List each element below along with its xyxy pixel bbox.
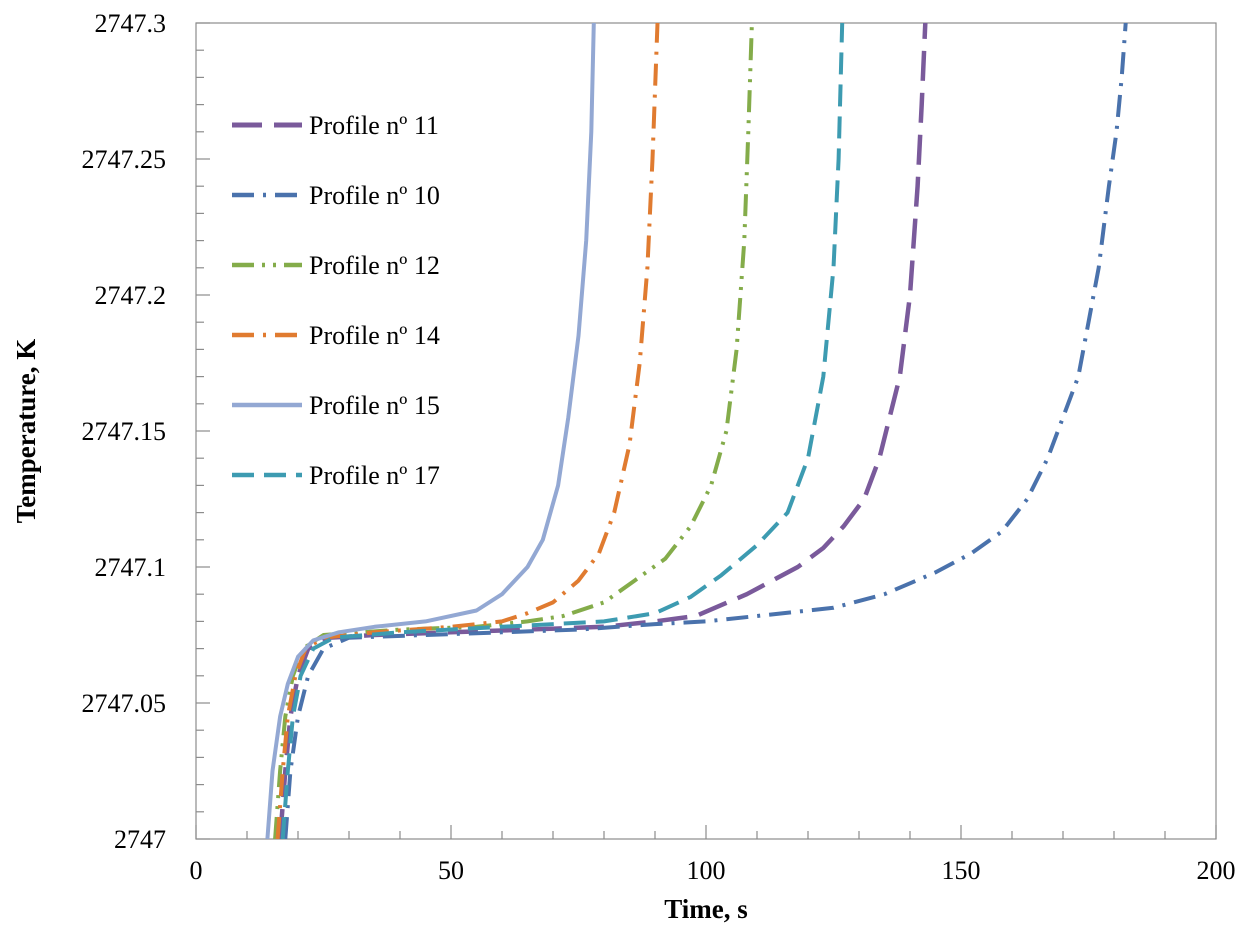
- y-tick-label: 2747: [114, 825, 166, 854]
- series-line-4: [275, 23, 660, 839]
- y-tick-label: 2747.3: [95, 9, 167, 38]
- legend-label: Profile nº 14: [309, 321, 440, 350]
- tick-labels: 0 50 100 150 200 2747 2747.05 2747.1 2747.15 2747…: [82, 9, 1236, 885]
- x-tick-label: 0: [190, 856, 203, 885]
- legend-label: Profile nº 15: [309, 391, 440, 420]
- legend-label: Profile nº 10: [309, 181, 440, 210]
- y-tick-label: 2747.05: [82, 689, 167, 718]
- series-line-2: [283, 23, 1128, 839]
- x-axis-title: Time, s: [664, 894, 748, 924]
- series-line-6: [280, 23, 845, 839]
- legend-label: Profile nº 12: [309, 251, 440, 280]
- series-layer: [265, 23, 1128, 839]
- x-tick-label: 150: [942, 856, 981, 885]
- y-axis-title: Temperature, K: [11, 339, 41, 523]
- legend-label: Profile nº 17: [309, 461, 440, 490]
- series-line-5: [265, 23, 596, 839]
- x-tick-label: 100: [687, 856, 726, 885]
- x-tick-label: 50: [438, 856, 464, 885]
- axis-ticks: [195, 22, 1217, 840]
- y-tick-label: 2747.1: [95, 553, 167, 582]
- x-tick-label: 200: [1197, 856, 1236, 885]
- legend: Profile nº 11 Profile nº 10 Profile nº 12 P…: [232, 111, 440, 490]
- series-line-1: [277, 23, 928, 839]
- y-tick-label: 2747.2: [95, 281, 167, 310]
- y-tick-label: 2747.15: [82, 417, 167, 446]
- y-tick-label: 2747.25: [82, 145, 167, 174]
- legend-label: Profile nº 11: [309, 111, 439, 140]
- plot-area: [195, 22, 1217, 840]
